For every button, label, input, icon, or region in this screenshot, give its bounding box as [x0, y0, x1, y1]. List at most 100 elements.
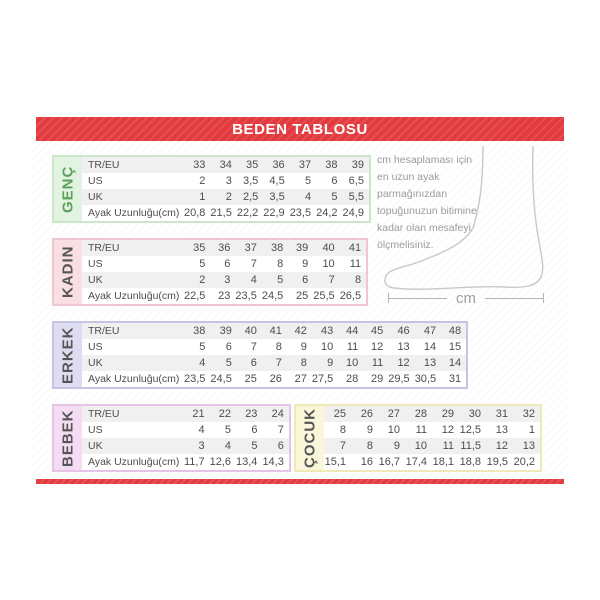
- size-cell: 5: [304, 175, 312, 187]
- size-cell: 2,5: [242, 191, 259, 203]
- size-table-bebek: BEBEK TR/EU 21 22 23 24 US 4 5 6 7 UK 3 4 5 6 Ayak Uzun…: [52, 404, 291, 472]
- row-header: TR/EU: [88, 408, 120, 420]
- table-row: Ayak Uzunluğu(cm) 22,5 23 23,5 24,5 25 25,5 26,…: [82, 288, 367, 304]
- size-cell: 40: [244, 325, 257, 337]
- size-cell: 27,5: [311, 373, 334, 385]
- size-cell: 21: [192, 408, 205, 420]
- size-cell: 10: [321, 341, 334, 353]
- measure-unit-label: cm: [456, 289, 476, 307]
- size-cell: 4: [198, 424, 205, 436]
- size-cell: 4: [250, 274, 257, 286]
- size-cell: 7: [250, 341, 257, 353]
- size-cell: 22,5: [184, 290, 206, 302]
- section-label-genc: GENÇ: [54, 157, 82, 221]
- size-cell: 13: [397, 341, 410, 353]
- size-cell: 38: [193, 325, 206, 337]
- row-header: US: [88, 341, 103, 353]
- size-cell: 6: [331, 175, 338, 187]
- size-cell: 26,5: [339, 290, 362, 302]
- size-cell: 1: [528, 424, 535, 436]
- size-cell: 29,5: [388, 373, 410, 385]
- size-cell: 10: [346, 357, 359, 369]
- size-cell: 2: [199, 175, 206, 187]
- size-cell: 39: [351, 159, 364, 171]
- size-cell: 26: [360, 408, 373, 420]
- size-cell: 8: [300, 357, 307, 369]
- size-cell: 17,4: [405, 456, 427, 468]
- size-cell: 6: [251, 424, 258, 436]
- size-cell: 5: [331, 191, 338, 203]
- size-cell: 31: [495, 408, 508, 420]
- size-cell: 24: [271, 408, 284, 420]
- size-cell: 23: [218, 290, 231, 302]
- size-cell: 9: [327, 357, 334, 369]
- table-row: UK 1 2 2,5 3,5 4 5 5,5: [82, 189, 369, 205]
- row-header: TR/EU: [88, 242, 120, 254]
- size-cell: 22: [218, 408, 232, 420]
- size-cell: 39: [296, 242, 309, 254]
- size-cell: 37: [244, 242, 257, 254]
- size-cell: 12,6: [209, 456, 232, 468]
- size-cell: 12: [371, 341, 384, 353]
- size-cell: 5: [225, 357, 232, 369]
- size-cell: 4,5: [269, 175, 285, 187]
- size-cell: 38: [325, 159, 338, 171]
- table-row: US 4 5 6 7: [82, 422, 289, 438]
- size-cell: 11,7: [184, 456, 205, 468]
- table-row: TR/EU 35 36 37 38 39 40 41: [82, 240, 367, 256]
- size-cell: 5: [277, 274, 284, 286]
- measure-right-tick: [543, 293, 544, 303]
- size-cell: 20,8: [184, 207, 206, 219]
- size-cell: 30: [468, 408, 481, 420]
- row-header: TR/EU: [88, 325, 120, 337]
- size-cell: 28: [346, 373, 359, 385]
- genc-table: TR/EU 33 34 35 36 37 38 39 US 2 3 3,5 4,5 5 6 6,5 UK 1 2 2,…: [82, 157, 369, 221]
- table-row: UK 2 3 4 5 6 7 8: [82, 272, 367, 288]
- size-cell: 29: [441, 408, 454, 420]
- size-cell: 8: [354, 274, 362, 286]
- size-cell: 24,5: [210, 373, 232, 385]
- size-cell: 14,3: [262, 456, 284, 468]
- size-cell: 41: [348, 242, 362, 254]
- size-cell: 36: [272, 159, 285, 171]
- size-cell: 6,5: [348, 175, 364, 187]
- size-cell: 9: [366, 424, 373, 436]
- size-cell: 4: [199, 357, 206, 369]
- size-cell: 11: [346, 341, 359, 353]
- kadin-table: TR/EU 35 36 37 38 39 40 41 US 5 6 7 8 9 10 11 UK 2 3 4 5 6 7 8 A…: [82, 240, 367, 304]
- size-cell: 9: [302, 258, 309, 270]
- size-cell: 15,1: [324, 456, 346, 468]
- row-header: UK: [88, 191, 103, 203]
- size-cell: 42: [294, 325, 307, 337]
- row-header: TR/EU: [88, 159, 120, 171]
- section-label-cocuk: ÇOCUK: [296, 406, 324, 470]
- row-header: UK: [88, 357, 103, 369]
- table-row: 8 9 10 11 12 12,5 13 1: [324, 422, 540, 438]
- size-cell: 35: [193, 242, 206, 254]
- row-header: Ayak Uzunluğu(cm): [88, 207, 180, 219]
- size-cell: 7: [339, 440, 346, 452]
- size-cell: 13: [522, 440, 535, 452]
- table-row: US 2 3 3,5 4,5 5 6 6,5: [82, 173, 369, 189]
- table-row: 25 26 27 28 29 30 31 32: [324, 406, 540, 422]
- size-cell: 11: [415, 424, 427, 436]
- table-row: Ayak Uzunluğu(cm) 23,5 24,5 25 26 27 27,5 28 29 2…: [82, 371, 467, 387]
- row-header: UK: [88, 440, 103, 452]
- size-cell: 6: [302, 274, 309, 286]
- size-cell: 25: [244, 373, 257, 385]
- size-cell: 14: [448, 357, 462, 369]
- size-cell: 26: [269, 373, 282, 385]
- size-cell: 33: [193, 159, 206, 171]
- row-header: US: [88, 175, 103, 187]
- size-cell: 27: [387, 408, 400, 420]
- size-cell: 12: [441, 424, 454, 436]
- size-cell: 15: [448, 341, 462, 353]
- size-cell: 20,2: [513, 456, 535, 468]
- table-row: TR/EU 38 39 40 41 42 43 44 45 46 47 48: [82, 323, 467, 339]
- cocuk-table: 25 26 27 28 29 30 31 32 8 9 10 11 12 12,5 13 1 7 8 9 10 11 11…: [324, 406, 540, 470]
- size-cell: 8: [366, 440, 373, 452]
- size-cell: 9: [393, 440, 400, 452]
- size-cell: 25: [333, 408, 346, 420]
- size-cell: 3: [224, 274, 231, 286]
- size-cell: 2: [199, 274, 206, 286]
